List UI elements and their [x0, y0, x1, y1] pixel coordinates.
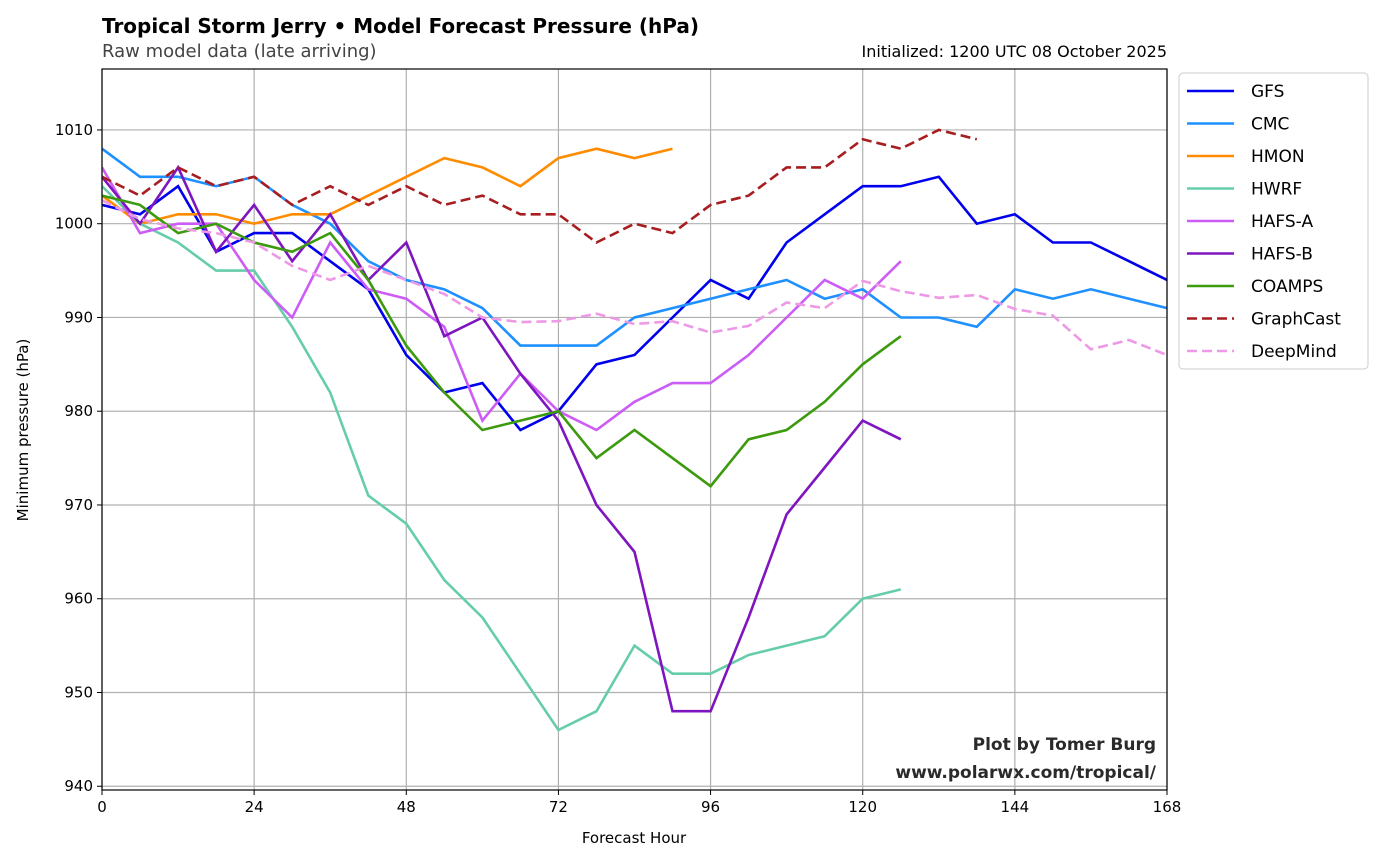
legend-label-gfs: GFS	[1251, 82, 1284, 102]
credit-author: Plot by Tomer Burg	[973, 735, 1156, 755]
x-tick-label: 24	[245, 798, 264, 816]
y-tick-label: 970	[64, 496, 93, 514]
series-line-deepmind	[102, 199, 1167, 357]
legend-label-hafs-a: HAFS-A	[1251, 212, 1313, 232]
legend-label-graphcast: GraphCast	[1251, 310, 1341, 330]
chart-title: Tropical Storm Jerry • Model Forecast Pr…	[102, 14, 699, 38]
x-tick-label: 96	[701, 798, 720, 816]
axis-ticks: 0 24 48 72 96 120 144 168 940 950 960 970 980 990 1000…	[55, 121, 1182, 816]
initialized-label: Initialized: 1200 UTC 08 October 2025	[862, 42, 1167, 61]
y-tick-label: 990	[64, 308, 93, 326]
credit-url: www.polarwx.com/tropical/	[895, 763, 1156, 783]
series-line-coamps	[102, 194, 902, 488]
chart-subtitle: Raw model data (late arriving)	[102, 41, 377, 62]
legend: GFS CMC HMON HWRF HAFS-A HAFS-B COAMPS GraphCas…	[1178, 72, 1369, 370]
y-tick-label: 1010	[55, 121, 93, 139]
legend-label-deepmind: DeepMind	[1251, 342, 1337, 362]
legend-label-cmc: CMC	[1251, 115, 1289, 135]
x-tick-label: 72	[549, 798, 568, 816]
plot-frame	[101, 68, 1168, 791]
series-line-hwrf	[102, 185, 902, 732]
y-tick-label: 940	[64, 777, 93, 795]
series-line-hafs-a	[102, 166, 902, 432]
series-line-graphcast	[102, 128, 978, 245]
legend-label-coamps: COAMPS	[1251, 277, 1323, 297]
y-tick-label: 1000	[55, 215, 93, 233]
y-tick-label: 950	[64, 683, 93, 701]
series-line-hmon	[102, 147, 673, 226]
x-tick-label: 144	[1001, 798, 1030, 816]
y-tick-label: 980	[64, 402, 93, 420]
x-tick-label: 48	[397, 798, 416, 816]
x-tick-label: 120	[848, 798, 877, 816]
x-tick-label: 0	[97, 798, 107, 816]
series-lines	[102, 128, 1167, 732]
legend-box	[1178, 72, 1369, 370]
x-tick-label: 168	[1153, 798, 1182, 816]
y-tick-label: 960	[64, 590, 93, 608]
series-line-hafs-b	[102, 164, 902, 713]
x-axis-label: Forecast Hour	[582, 829, 687, 847]
y-axis-label: Minimum pressure (hPa)	[14, 339, 32, 522]
legend-label-hafs-b: HAFS-B	[1251, 245, 1313, 265]
legend-label-hmon: HMON	[1251, 147, 1305, 167]
legend-label-hwrf: HWRF	[1251, 180, 1302, 200]
series-line-gfs	[102, 175, 1167, 432]
